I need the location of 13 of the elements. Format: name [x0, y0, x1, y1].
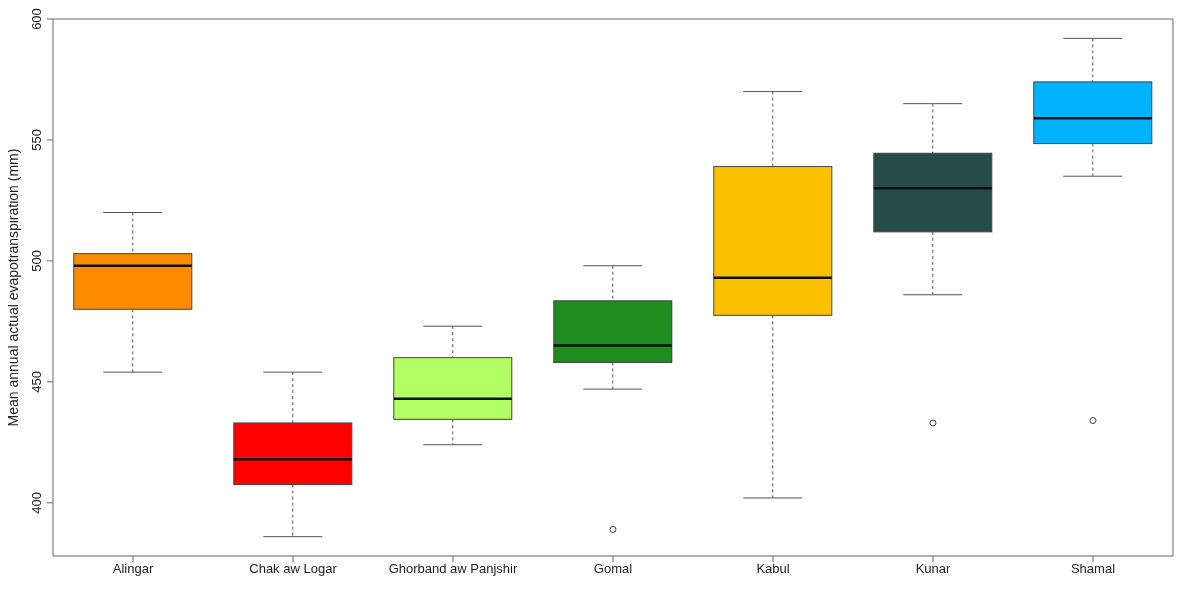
x-tick-label: Ghorband aw Panjshir [388, 561, 518, 577]
y-tick-label: 600 [29, 8, 44, 30]
x-tick-label: Alingar [112, 561, 154, 577]
y-axis-title: Mean annual actual evapotranspiration (mm) [4, 148, 21, 427]
y-tick-label: 400 [29, 491, 44, 514]
x-tick-label: Kabul [756, 561, 790, 577]
x-tick-label: Shamal [1070, 561, 1116, 577]
y-tick-label: 550 [29, 129, 44, 151]
y-tick-label: 500 [29, 250, 44, 272]
x-tick-label: Gomal [593, 561, 633, 577]
x-tick-label: Kunar [915, 561, 952, 577]
x-tick-label: Chak aw Logar [249, 561, 338, 577]
y-tick-label: 450 [29, 370, 44, 393]
